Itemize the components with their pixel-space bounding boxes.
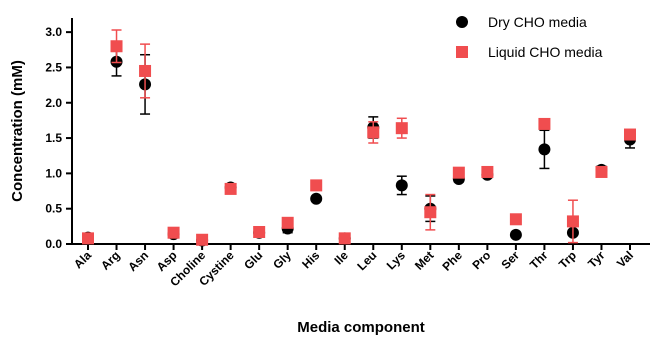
x-tick-label: Ser bbox=[498, 248, 522, 272]
legend-marker-dry bbox=[456, 16, 468, 28]
x-axis-title: Media component bbox=[297, 319, 425, 336]
x-tick-label: Tyr bbox=[585, 248, 608, 271]
data-point bbox=[595, 165, 608, 178]
data-point bbox=[310, 179, 323, 192]
x-tick-label: Lys bbox=[384, 248, 408, 272]
x-tick-label: His bbox=[299, 248, 322, 271]
x-tick-label: Val bbox=[614, 248, 636, 270]
y-ticks: 0.0 0.5 1.0 1.5 2.0 2.5 3.0 bbox=[45, 25, 72, 251]
x-tick-label: Ala bbox=[71, 248, 94, 271]
y-tick-label: 1.0 bbox=[45, 166, 62, 180]
legend: Dry CHO media Liquid CHO media bbox=[456, 14, 603, 60]
data-point bbox=[196, 233, 209, 246]
data-point bbox=[624, 128, 636, 141]
x-tick-label: Pro bbox=[469, 248, 493, 272]
y-tick-label: 1.5 bbox=[45, 131, 62, 145]
series-liquid bbox=[82, 29, 636, 246]
x-tick-label: Leu bbox=[354, 248, 379, 273]
legend-label: Liquid CHO media bbox=[488, 44, 603, 60]
data-point bbox=[338, 232, 351, 245]
data-point bbox=[281, 216, 294, 229]
data-point bbox=[167, 226, 180, 239]
x-tick-label: Gly bbox=[270, 248, 294, 272]
data-point bbox=[538, 143, 551, 156]
y-tick-label: 0.5 bbox=[45, 202, 62, 216]
data-point bbox=[509, 213, 522, 226]
y-tick-label: 0.0 bbox=[45, 237, 62, 251]
data-point bbox=[110, 40, 123, 53]
x-tick-label: Asn bbox=[125, 248, 151, 274]
data-point bbox=[139, 64, 152, 77]
data-point bbox=[224, 182, 237, 195]
series-dry bbox=[82, 46, 636, 247]
x-tick-label: Met bbox=[412, 248, 437, 273]
x-tick-label: Glu bbox=[241, 248, 265, 272]
data-point bbox=[566, 215, 579, 228]
legend-marker-liquid bbox=[456, 46, 468, 58]
data-marks bbox=[82, 29, 636, 247]
data-point bbox=[509, 228, 522, 241]
y-tick-label: 3.0 bbox=[45, 25, 62, 39]
data-point bbox=[395, 122, 408, 135]
data-point bbox=[452, 166, 465, 179]
data-point bbox=[395, 179, 408, 192]
data-point bbox=[424, 206, 437, 219]
y-tick-label: 2.5 bbox=[45, 60, 62, 74]
y-axis-title: Concentration (mM) bbox=[9, 60, 26, 202]
data-point bbox=[538, 117, 551, 130]
x-tick-label: Thr bbox=[527, 248, 551, 272]
data-point bbox=[82, 232, 94, 245]
data-point bbox=[367, 126, 380, 139]
y-tick-label: 2.0 bbox=[45, 96, 62, 110]
data-point bbox=[481, 165, 494, 178]
x-tick-label: Arg bbox=[98, 248, 123, 273]
axes bbox=[71, 18, 650, 245]
data-point bbox=[253, 225, 266, 238]
x-tick-label: Phe bbox=[439, 248, 465, 274]
x-tick-label: Trp bbox=[556, 248, 579, 271]
data-point bbox=[310, 192, 323, 205]
legend-label: Dry CHO media bbox=[488, 14, 587, 30]
x-tick-label: Ile bbox=[332, 248, 352, 268]
